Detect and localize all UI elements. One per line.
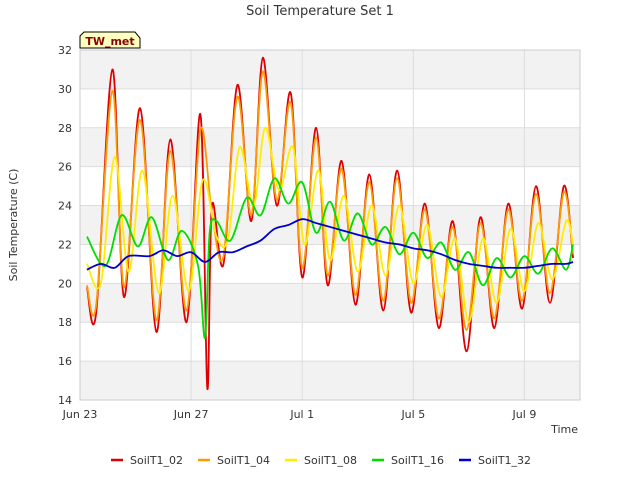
plot-band: [80, 127, 580, 167]
badge-shape: [79, 31, 141, 49]
legend-label: SoilT1_04: [217, 454, 270, 467]
legend-label: SoilT1_02: [130, 454, 183, 467]
legend-label: SoilT1_16: [391, 454, 444, 467]
y-tick-label: 20: [58, 277, 72, 290]
legend: SoilT1_02 SoilT1_04 SoilT1_08 SoilT1_16 Soil…: [111, 454, 531, 467]
y-tick-label: 16: [58, 355, 72, 368]
x-axis-label: Time: [550, 423, 578, 436]
x-tick-label: Jun 27: [173, 408, 209, 421]
x-tick-label: Jul 5: [400, 408, 425, 421]
legend-label: SoilT1_08: [304, 454, 357, 467]
series-line-SoilT1_32: [86, 218, 574, 271]
legend-label: SoilT1_32: [478, 454, 531, 467]
series-lines: [86, 56, 574, 390]
plot-band: [80, 361, 580, 400]
series-line-SoilT1_16: [86, 177, 574, 339]
plot-frame: [79, 49, 581, 401]
y-tick-label: 18: [58, 316, 72, 329]
x-tick-label: Jul 9: [512, 408, 537, 421]
x-tick-label: Jul 1: [289, 408, 314, 421]
badge-label: TW_met: [85, 35, 134, 48]
y-axis-ticks: 14 16 18 20 22 24 26 28 30 32: [58, 44, 72, 407]
plot-band: [80, 50, 580, 89]
y-tick-label: 14: [58, 394, 72, 407]
y-tick-label: 32: [58, 44, 72, 57]
series-line-SoilT1_08: [86, 126, 574, 324]
chart-title: Soil Temperature Set 1: [246, 4, 394, 19]
y-axis-label: Soil Temperature (C): [7, 169, 20, 282]
tw-met-badge: TW_met: [79, 31, 141, 49]
y-tick-label: 30: [58, 83, 72, 96]
y-tick-label: 26: [58, 161, 72, 174]
y-tick-label: 22: [58, 238, 72, 251]
y-tick-label: 28: [58, 122, 72, 135]
x-axis-ticks: Jun 23 Jun 27 Jul 1 Jul 5 Jul 9: [62, 408, 537, 421]
x-tick-label: Jun 23: [62, 408, 98, 421]
y-tick-label: 24: [58, 200, 72, 213]
